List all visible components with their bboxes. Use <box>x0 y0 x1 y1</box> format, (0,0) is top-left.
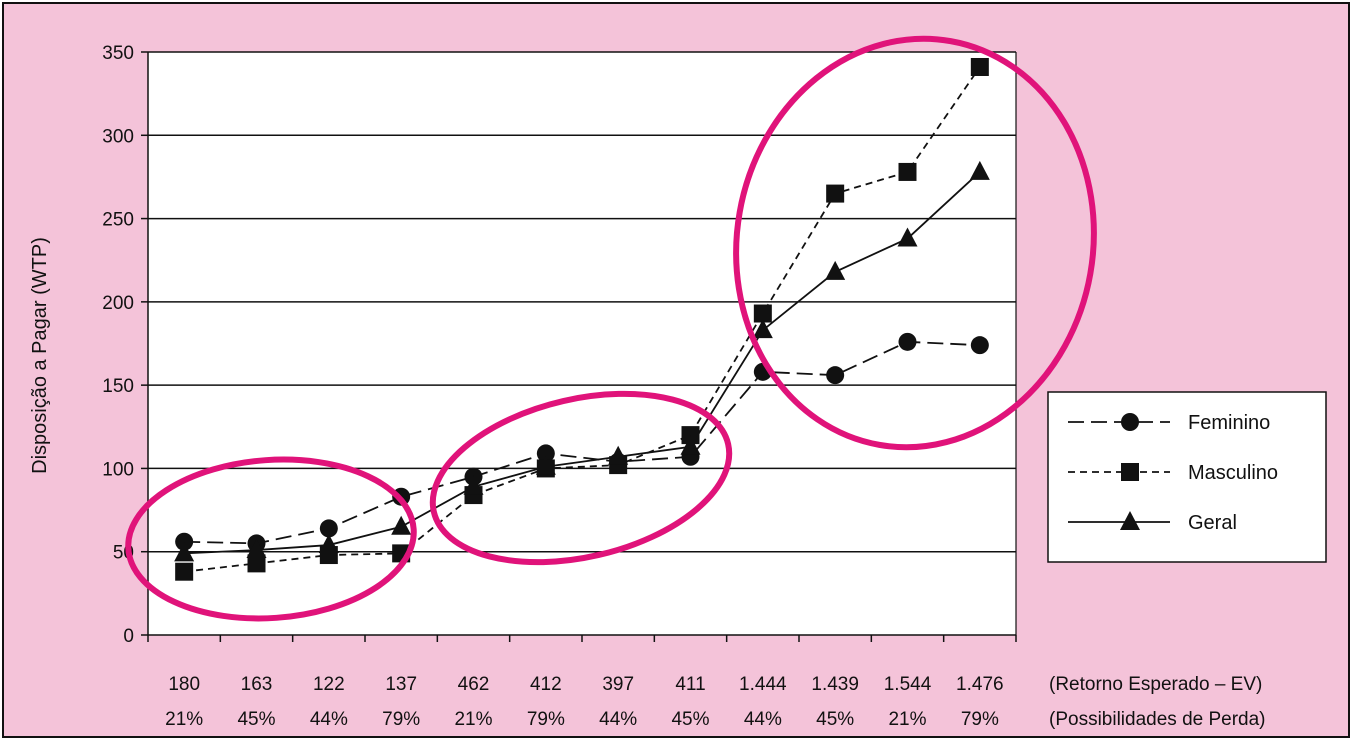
x-tick-label-ev: 411 <box>675 674 705 695</box>
x-tick-label-loss: 21% <box>888 709 926 730</box>
y-tick-label: 250 <box>102 210 134 231</box>
x-tick-label-ev: 1.439 <box>811 674 859 695</box>
legend-label-feminino: Feminino <box>1188 412 1270 434</box>
data-point-masculino <box>753 304 772 323</box>
x-tick-label-ev: 137 <box>385 674 417 695</box>
data-point-geral <box>969 160 990 180</box>
highlight-ellipse-group-1 <box>125 456 417 622</box>
x-tick-label-ev: 397 <box>602 674 634 695</box>
data-point-masculino <box>681 426 700 445</box>
x-tick-label-loss: 44% <box>744 709 782 730</box>
data-point-geral <box>535 455 556 475</box>
x-tick-label-ev: 1.544 <box>884 674 932 695</box>
y-tick-label: 300 <box>102 126 134 147</box>
x-tick-label-ev: 180 <box>168 674 200 695</box>
legend-label-masculino: Masculino <box>1188 462 1278 484</box>
data-point-geral <box>608 445 629 465</box>
x-tick-label-loss: 44% <box>599 709 637 730</box>
series-line-feminino <box>184 340 980 545</box>
data-point-feminino <box>970 336 989 355</box>
series-line-geral <box>184 171 981 555</box>
x-tick-label-loss: 79% <box>382 709 420 730</box>
legend-marker-geral <box>1120 511 1140 530</box>
x-tick-label-loss: 45% <box>671 709 709 730</box>
y-tick-label: 100 <box>102 459 134 480</box>
highlight-ellipse-group-2 <box>429 390 733 566</box>
x-tick-label-loss: 45% <box>237 709 275 730</box>
series-line-masculino <box>184 66 981 573</box>
data-point-geral <box>391 515 412 535</box>
data-point-feminino <box>319 519 338 538</box>
data-point-geral <box>246 539 267 559</box>
data-point-geral <box>825 260 846 280</box>
x-tick-label-ev: 412 <box>530 674 562 695</box>
x-tick-label-loss: 79% <box>527 709 565 730</box>
x-tick-label-ev: 462 <box>458 674 490 695</box>
data-point-geral <box>897 227 918 247</box>
data-point-masculino <box>826 184 845 203</box>
data-point-feminino <box>826 366 845 385</box>
y-tick-label: 150 <box>102 376 134 397</box>
x-row1-title: (Retorno Esperado – EV) <box>1049 674 1262 695</box>
data-point-feminino <box>175 532 194 551</box>
y-tick-label: 350 <box>102 43 134 64</box>
data-point-masculino <box>898 162 917 181</box>
x-tick-label-loss: 45% <box>816 709 854 730</box>
plot-area <box>148 52 1016 635</box>
y-axis-title: Disposição a Pagar (WTP) <box>29 237 51 474</box>
x-tick-label-loss: 79% <box>961 709 999 730</box>
data-point-masculino <box>970 57 989 76</box>
data-point-geral <box>463 475 484 495</box>
data-point-geral <box>318 534 339 554</box>
x-tick-label-ev: 1.476 <box>956 674 1004 695</box>
x-tick-label-ev: 163 <box>241 674 273 695</box>
data-point-geral <box>680 435 701 455</box>
x-tick-label-ev: 122 <box>313 674 345 695</box>
y-tick-label: 0 <box>123 626 134 647</box>
data-point-feminino <box>536 444 555 463</box>
x-tick-label-loss: 21% <box>454 709 492 730</box>
x-tick-label-loss: 44% <box>310 709 348 730</box>
data-point-masculino <box>247 554 266 573</box>
data-point-feminino <box>898 332 917 351</box>
y-tick-label: 200 <box>102 293 134 314</box>
highlight-ellipse-group-3 <box>733 35 1097 451</box>
data-point-geral <box>752 319 773 339</box>
x-tick-label-loss: 21% <box>165 709 203 730</box>
legend-label-geral: Geral <box>1188 512 1237 534</box>
x-tick-label-ev: 1.444 <box>739 674 787 695</box>
legend-box <box>1047 391 1327 563</box>
legend-marker-feminino <box>1121 413 1139 431</box>
data-point-geral <box>174 542 195 562</box>
data-point-masculino <box>175 562 194 581</box>
legend-marker-masculino <box>1121 463 1139 481</box>
x-row2-title: (Possibilidades de Perda) <box>1049 709 1266 730</box>
